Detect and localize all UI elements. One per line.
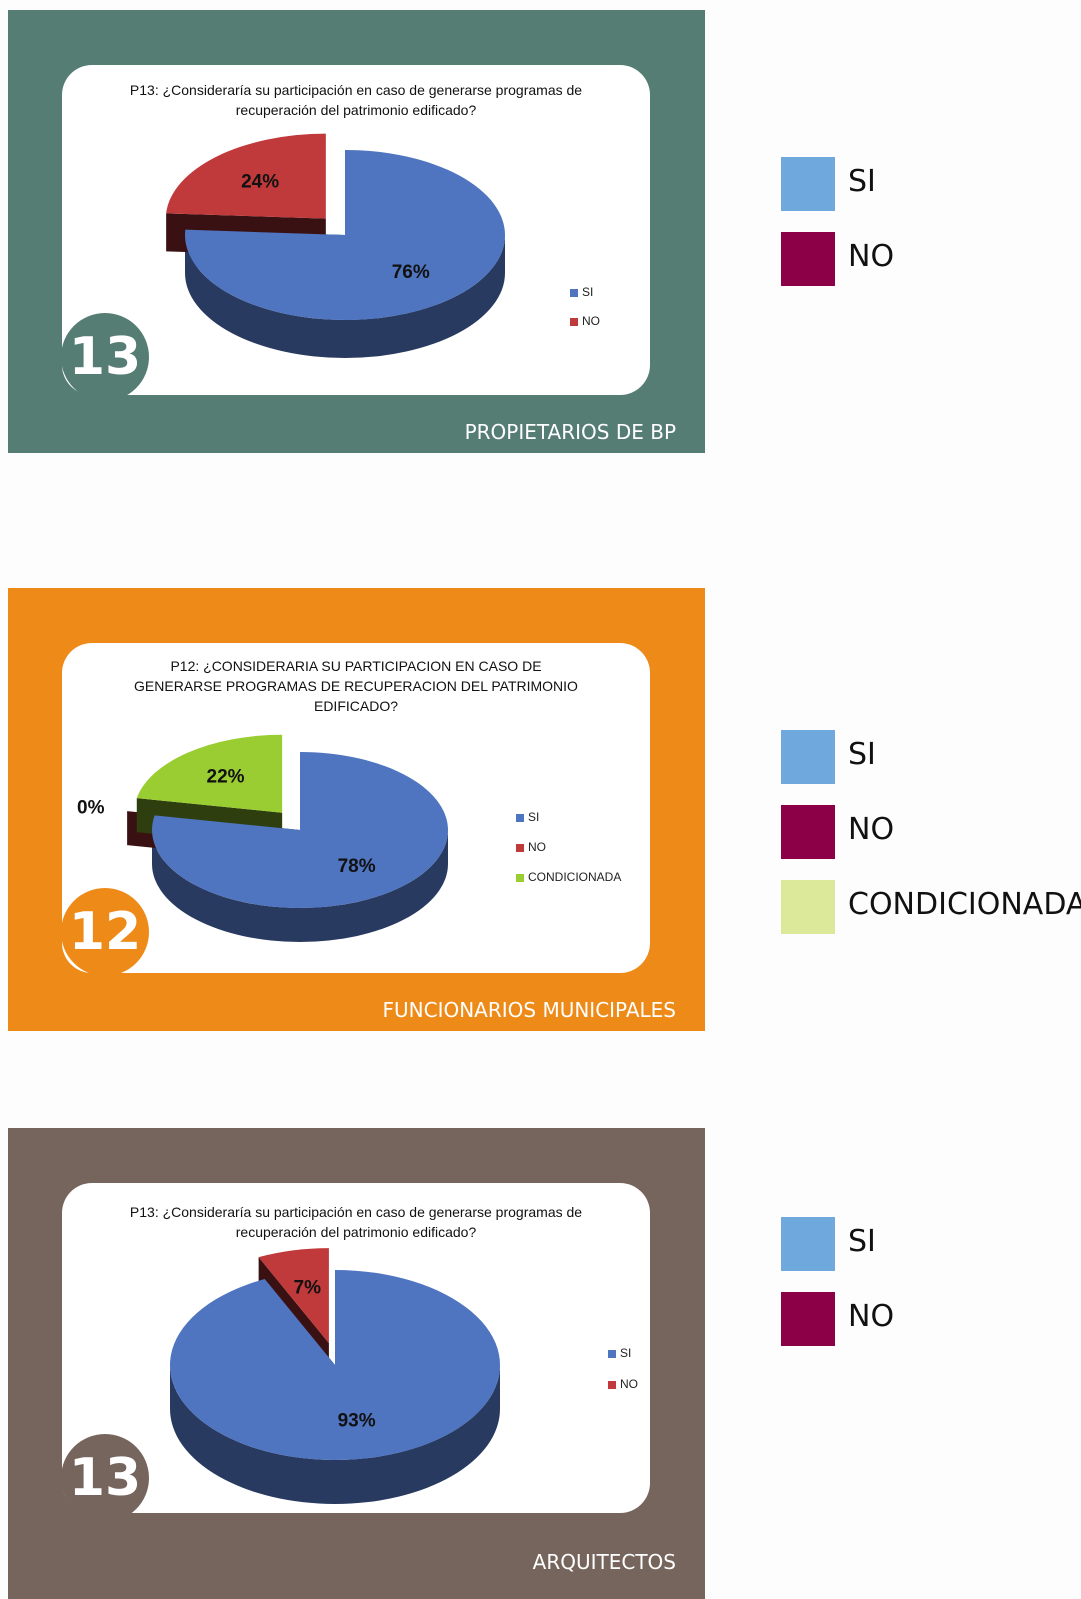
legend-swatch [516,844,524,852]
legend-label: SI [582,285,594,299]
legend-swatch [570,289,578,297]
outer-legend-label: NO [848,812,895,847]
pie-slice [169,1270,500,1460]
chart-title: P12: ¿CONSIDERARIA SU PARTICIPACION EN C… [134,658,578,714]
legend-swatch [516,874,524,882]
data-label: 0% [77,798,105,819]
outer-legend-swatch [781,1292,835,1346]
outer-legend-swatch [781,157,835,211]
badge: 13 [61,1434,149,1522]
data-label: 7% [294,1278,322,1299]
pie-side [170,1365,500,1504]
legend-swatch [608,1381,616,1389]
pie-slice [258,1248,329,1344]
data-label: 78% [338,856,376,877]
panel-caption: FUNCIONARIOS MUNICIPALES [382,998,677,1022]
data-label: 22% [207,767,245,788]
badge: 13 [61,313,149,401]
panel-caption: ARQUITECTOS [532,1550,676,1574]
pie-slice [136,734,283,813]
outer-legend-swatch [781,232,835,286]
outer-legend-swatch [781,805,835,859]
data-label: 76% [392,262,430,283]
legend-label: CONDICIONADA [528,870,622,884]
outer-legend-label: SI [848,164,876,199]
legend-swatch [570,318,578,326]
pie-side [152,830,448,942]
outer-legend-label: NO [848,1299,895,1334]
pie-side [185,235,505,358]
legend-label: NO [528,840,546,854]
badge: 12 [61,888,149,976]
outer-legend-label: NO [848,239,895,274]
outer-legend-label: SI [848,1224,876,1259]
data-label: 93% [338,1411,376,1432]
data-label: 24% [241,171,279,192]
outer-legend-label: SI [848,737,876,772]
pie-slice [152,752,449,908]
legend-label: SI [528,810,540,824]
legend-label: NO [582,314,600,328]
pie-slice [166,133,326,219]
legend-label: NO [620,1377,638,1391]
legend-label: SI [620,1346,632,1360]
outer-legend-swatch [781,730,835,784]
legend-swatch [608,1350,616,1358]
legend-swatch [516,814,524,822]
chart-title: P13: ¿Consideraría su participación en c… [129,1204,583,1240]
outer-legend-swatch [781,880,835,934]
pie-slice [185,150,505,320]
outer-legend-swatch [781,1217,835,1271]
outer-legend-label: CONDICIONADA [848,887,1081,922]
panel-caption: PROPIETARIOS DE BP [464,420,676,444]
chart-title: P13: ¿Consideraría su participación en c… [129,82,583,118]
